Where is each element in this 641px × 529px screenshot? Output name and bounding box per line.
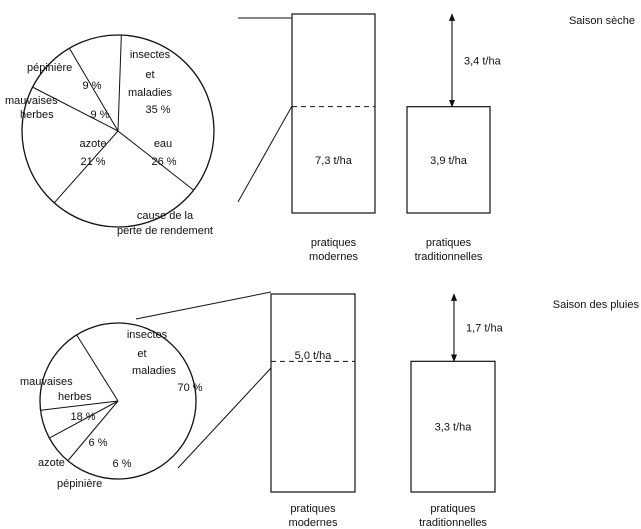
category-label-pratiques-modernes: pratiques [290, 503, 336, 515]
slice-name-insectes-line3: maladies [132, 365, 177, 377]
bars-rainy-season: 5,0 t/ha 3,3 t/ha 1,7 t/ha pratiques moderne… [270, 293, 504, 529]
slice-name-azote: azote [38, 457, 65, 469]
zoom-line-bottom [237, 105, 293, 203]
slice-label-insectes-maladies: 70 % [177, 382, 202, 394]
pie-slice-azote [49, 400, 119, 439]
slice-name-pepiniere: pépinière [27, 62, 72, 74]
pie-slice-mauvaises-herbes [32, 86, 119, 132]
bar-value-modernes: 7,3 t/ha [315, 155, 353, 167]
slice-label-eau: 26 % [151, 156, 176, 168]
pie-slice-pepiniere [68, 47, 119, 132]
slice-label-insectes-maladies: 35 % [145, 104, 170, 116]
slice-name-eau: eau [154, 138, 172, 150]
pie-slice-mauvaises-herbes [40, 400, 119, 411]
bar-value-traditionnelles: 3,9 t/ha [430, 155, 468, 167]
zoom-line-bottom [177, 367, 272, 469]
slice-name-mauvaises-line1: mauvaises [20, 376, 73, 388]
bar-value-modernes: 5,0 t/ha [295, 350, 333, 362]
slice-name-insectes-line2: et [145, 69, 154, 81]
category-label-pratiques-modernes: modernes [309, 251, 358, 263]
slice-label-mauvaises-herbes: 9 % [91, 109, 110, 121]
slice-label-pepiniere: 9 % [83, 80, 102, 92]
panel-rainy-season: Saison des pluies insectes et maladies 7… [20, 291, 640, 529]
pie-slice-insectes-et-maladies [117, 35, 122, 132]
panel-dry-season: Saison sèche pépinière 9 % mauvaises her… [5, 13, 635, 263]
category-label-pratiques-traditionnelles: pratiques [430, 503, 476, 515]
slice-label-azote: 6 % [89, 437, 108, 449]
yield-gap-label: 3,4 t/ha [464, 55, 502, 67]
bar-pratiques-traditionnelles [406, 106, 491, 214]
category-label-pratiques-modernes: pratiques [311, 237, 357, 249]
bar-pratiques-modernes [270, 293, 356, 493]
slice-name-mauvaises-line1: mauvaises [5, 95, 58, 107]
slice-name-insectes-line2: et [137, 348, 146, 360]
pie-caption-line1: cause de la [137, 210, 194, 222]
pie-labels-rainy-season: insectes et maladies 70 % mauvaises herb… [20, 329, 203, 490]
season-title-dry: Saison sèche [569, 15, 635, 27]
pie-slice-insectes-et-maladies [76, 334, 119, 402]
slice-label-mauvaises-herbes: 18 % [70, 411, 95, 423]
pie-caption-line2: perte de rendement [117, 225, 213, 237]
bar-pratiques-modernes [291, 13, 376, 214]
pie-labels-dry-season: pépinière 9 % mauvaises herbes 9 % insec… [5, 49, 213, 237]
category-label-pratiques-modernes: modernes [289, 517, 338, 529]
zoom-line-top [135, 291, 272, 320]
slice-name-insectes-line1: insectes [130, 49, 171, 61]
category-label-pratiques-traditionnelles: traditionnelles [415, 251, 483, 263]
season-title-rainy: Saison des pluies [553, 299, 640, 311]
pie-slice-azote [53, 130, 119, 204]
pie-slice-eau [117, 130, 194, 191]
slice-name-insectes-line1: insectes [127, 329, 168, 341]
bar-value-traditionnelles: 3,3 t/ha [435, 422, 473, 434]
pie-dry-season [21, 17, 293, 228]
slice-name-azote: azote [80, 138, 107, 150]
slice-label-azote: 21 % [80, 156, 105, 168]
category-label-pratiques-traditionnelles: traditionnelles [419, 517, 487, 529]
slice-label-pepiniere: 6 % [113, 458, 132, 470]
pie-slice-pepiniere [67, 400, 119, 462]
pie-rainy-season [39, 291, 272, 480]
slice-name-mauvaises-line2: herbes [20, 109, 54, 121]
slice-name-mauvaises-line2: herbes [58, 391, 92, 403]
slice-name-insectes-line3: maladies [128, 87, 173, 99]
category-label-pratiques-traditionnelles: pratiques [426, 237, 472, 249]
slice-name-pepiniere: pépinière [57, 478, 102, 490]
bars-dry-season: 7,3 t/ha 3,9 t/ha 3,4 t/ha pratiques moderne… [291, 13, 502, 263]
yield-gap-label: 1,7 t/ha [466, 323, 504, 335]
